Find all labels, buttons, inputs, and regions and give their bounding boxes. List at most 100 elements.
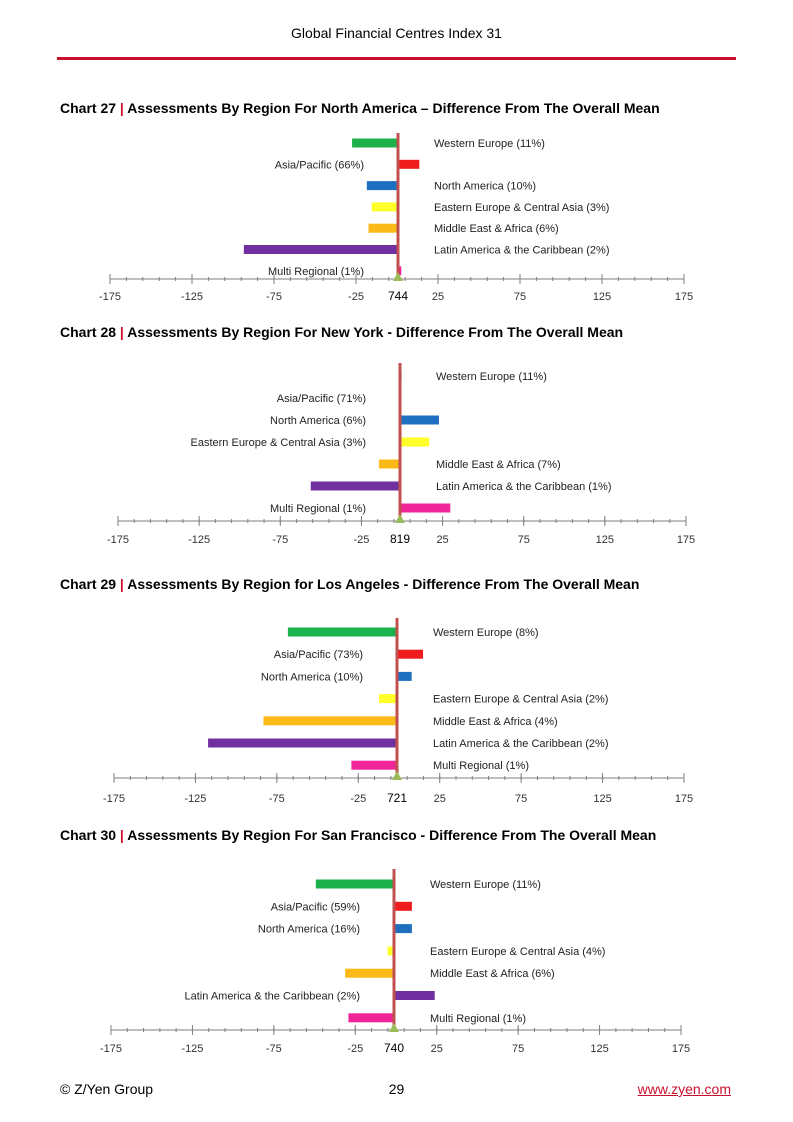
x-tick-label: -125 <box>181 1043 203 1055</box>
x-tick-label: 125 <box>590 1043 608 1055</box>
category-label: North America (6%) <box>270 415 366 427</box>
bar <box>394 924 412 934</box>
bar <box>243 245 398 254</box>
bar <box>378 459 400 469</box>
chart-29-title-text: Assessments By Region for Los Angeles - … <box>127 576 640 592</box>
bar <box>397 671 412 681</box>
chart-28-title: Chart 28 | Assessments By Region For New… <box>60 324 623 340</box>
chart-30: -175 -125 -75 -25 25 75 125 175 Western Europe (… <box>0 866 793 1061</box>
chart-30-title-text: Assessments By Region For San Francisco … <box>127 827 657 843</box>
bar <box>351 760 397 770</box>
bar <box>371 202 398 212</box>
x-tick-label: 75 <box>518 534 530 546</box>
bar <box>398 159 420 169</box>
category-label: North America (16%) <box>258 924 360 936</box>
x-tick-label: 125 <box>593 291 611 303</box>
bar <box>400 503 451 513</box>
category-label: Western Europe (11%) <box>430 879 541 891</box>
page-header-title: Global Financial Centres Index 31 <box>291 25 502 41</box>
category-label: Eastern Europe & Central Asia (4%) <box>430 946 605 958</box>
x-tick-label: 175 <box>672 1043 690 1055</box>
category-label: Eastern Europe & Central Asia (3%) <box>434 202 609 214</box>
x-tick-label: -175 <box>107 534 129 546</box>
x-tick-label: 75 <box>512 1043 524 1055</box>
x-tick-label: 125 <box>593 793 611 805</box>
mean-marker <box>395 514 405 523</box>
chart-27-svg: -175 -125 -75 -25 25 75 125 175 Western Europe (… <box>99 133 693 303</box>
category-label: North America (10%) <box>261 671 363 683</box>
x-tick-label: -25 <box>353 534 369 546</box>
title-separator: | <box>119 827 124 843</box>
bar <box>400 415 439 425</box>
category-label: Latin America & the Caribbean (2%) <box>185 991 360 1003</box>
bar <box>366 181 398 191</box>
mean-marker <box>393 272 403 281</box>
bar <box>398 266 402 276</box>
category-label: Multi Regional (1%) <box>270 503 366 515</box>
header-divider <box>57 57 736 60</box>
x-tick-label: -25 <box>348 291 364 303</box>
chart-30-title: Chart 30 | Assessments By Region For San… <box>60 827 656 843</box>
chart-28-svg: -175 -125 -75 -25 25 75 125 175 Western Europe (… <box>107 363 695 546</box>
category-label: North America (10%) <box>434 181 536 193</box>
x-tick-label: -175 <box>100 1043 122 1055</box>
mean-value-label: 819 <box>390 532 410 546</box>
chart-29: -175 -125 -75 -25 25 75 125 175 Western Europe (… <box>0 615 793 810</box>
category-label: Western Europe (8%) <box>433 627 539 639</box>
bar <box>387 946 394 956</box>
category-label: Multi Regional (1%) <box>268 266 364 278</box>
footer-website-link[interactable]: www.zyen.com <box>637 1081 731 1097</box>
x-tick-label: 175 <box>677 534 695 546</box>
category-label: Asia/Pacific (66%) <box>275 159 364 171</box>
x-tick-label: 175 <box>675 793 693 805</box>
bar <box>368 223 398 233</box>
category-label: Latin America & the Caribbean (2%) <box>433 738 608 750</box>
chart-27-title: Chart 27 | Assessments By Region For Nor… <box>60 100 660 116</box>
chart-28-number: Chart 28 <box>60 324 117 340</box>
category-label: Middle East & Africa (6%) <box>430 968 555 980</box>
chart-30-number: Chart 30 <box>60 827 117 843</box>
title-separator: | <box>119 324 124 340</box>
bar <box>315 879 394 889</box>
x-tick-label: 175 <box>675 291 693 303</box>
chart-27-title-text: Assessments By Region For North America … <box>127 100 660 116</box>
chart-27: -175 -125 -75 -25 25 75 125 175 Western Europe (… <box>0 130 793 310</box>
x-tick-label: 125 <box>596 534 614 546</box>
bar <box>394 991 435 1000</box>
x-tick-label: 25 <box>436 534 448 546</box>
category-label: Western Europe (11%) <box>436 371 547 383</box>
x-tick-label: 75 <box>515 793 527 805</box>
x-tick-label: -175 <box>103 793 125 805</box>
x-tick-label: 25 <box>434 793 446 805</box>
bar <box>400 437 430 447</box>
mean-marker <box>392 771 402 780</box>
x-tick-label: -25 <box>350 793 366 805</box>
x-tick-label: -75 <box>266 1043 282 1055</box>
x-tick-label: -75 <box>266 291 282 303</box>
category-label: Eastern Europe & Central Asia (3%) <box>191 437 366 449</box>
bar <box>287 627 397 637</box>
mean-marker <box>389 1023 399 1032</box>
bar <box>397 649 424 659</box>
chart-30-svg: -175 -125 -75 -25 25 75 125 175 Western Europe (… <box>100 869 690 1055</box>
category-label: Asia/Pacific (73%) <box>274 649 363 661</box>
category-label: Middle East & Africa (7%) <box>436 459 561 471</box>
footer-copyright: © Z/Yen Group <box>60 1081 154 1097</box>
category-label: Middle East & Africa (4%) <box>433 716 558 728</box>
category-label: Middle East & Africa (6%) <box>434 223 559 235</box>
x-tick-label: 25 <box>432 291 444 303</box>
footer-page-number: 29 <box>388 1081 405 1097</box>
category-label: Multi Regional (1%) <box>433 760 529 772</box>
x-tick-label: 75 <box>514 291 526 303</box>
category-label: Latin America & the Caribbean (1%) <box>436 481 611 493</box>
chart-28: -175 -125 -75 -25 25 75 125 175 Western Europe (… <box>0 360 793 550</box>
mean-value-label: 740 <box>384 1041 404 1055</box>
chart-29-number: Chart 29 <box>60 576 117 592</box>
bar <box>345 968 394 978</box>
chart-28-title-text: Assessments By Region For New York - Dif… <box>127 324 624 340</box>
chart-29-svg: -175 -125 -75 -25 25 75 125 175 Western Europe (… <box>103 618 693 805</box>
category-label: Eastern Europe & Central Asia (2%) <box>433 694 608 706</box>
x-tick-label: -75 <box>272 534 288 546</box>
category-label: Asia/Pacific (59%) <box>271 901 360 913</box>
bar <box>352 138 398 148</box>
